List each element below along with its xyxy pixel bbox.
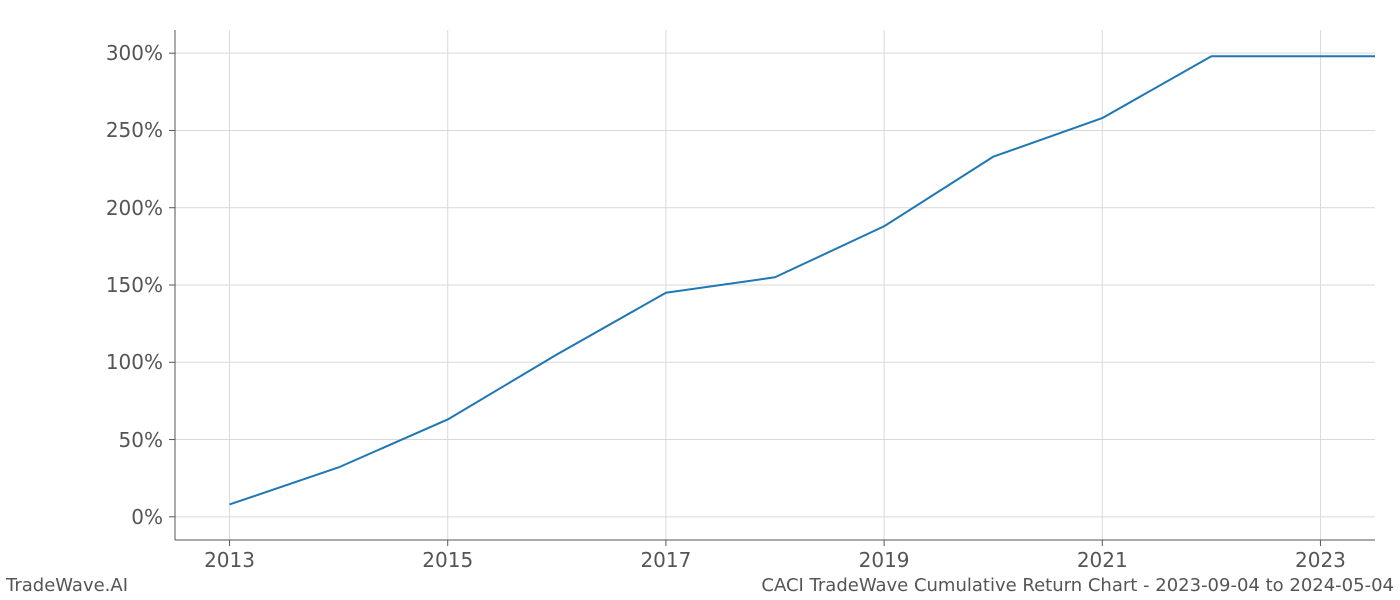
y-tick-label: 150% bbox=[106, 273, 163, 297]
x-tick-label: 2023 bbox=[1295, 548, 1346, 572]
footer-right-label: CACI TradeWave Cumulative Return Chart -… bbox=[761, 575, 1394, 596]
y-tick-label: 250% bbox=[106, 118, 163, 142]
y-tick-label: 50% bbox=[119, 428, 163, 452]
y-tick-label: 300% bbox=[106, 41, 163, 65]
x-tick-label: 2021 bbox=[1077, 548, 1128, 572]
x-tick-label: 2017 bbox=[640, 548, 691, 572]
x-tick-label: 2015 bbox=[422, 548, 473, 572]
plot-area bbox=[175, 30, 1375, 540]
x-tick-label: 2013 bbox=[204, 548, 255, 572]
footer-left-label: TradeWave.AI bbox=[6, 575, 128, 596]
y-tick-label: 200% bbox=[106, 196, 163, 220]
line-chart-figure: 0% 50% 100% 150% 200% 250% 300% 2013 2015 2017 20… bbox=[0, 0, 1400, 600]
y-tick-label: 100% bbox=[106, 350, 163, 374]
y-tick-label: 0% bbox=[131, 505, 163, 529]
x-tick-label: 2019 bbox=[859, 548, 910, 572]
plot-svg bbox=[175, 30, 1375, 540]
